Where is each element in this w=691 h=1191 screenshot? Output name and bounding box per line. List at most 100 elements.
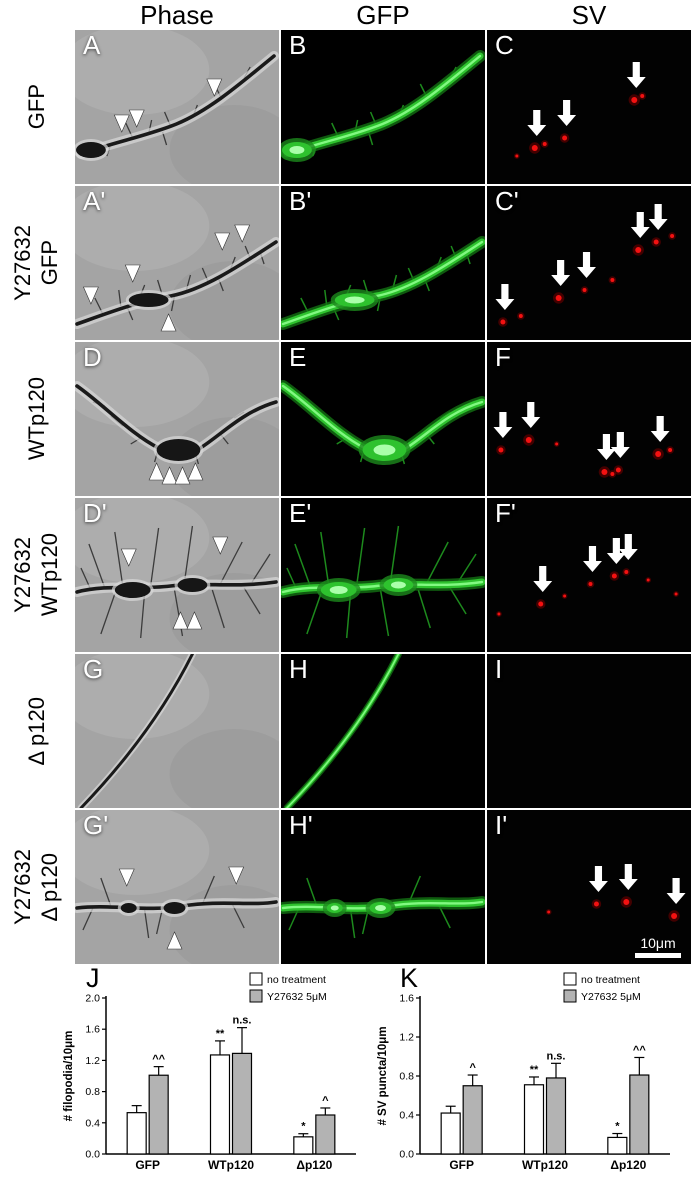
neurite-gfp <box>281 50 485 162</box>
x-tick-label-p120: Δp120 <box>296 1158 332 1172</box>
phase-micrograph-image <box>75 342 279 496</box>
panel-letter: E' <box>289 498 312 528</box>
micrograph-panel-a-prime-phase: A' <box>75 186 279 340</box>
micrograph-panel-c-sv: C <box>487 30 691 184</box>
neurite-phase <box>77 654 196 808</box>
significance-label: ** <box>216 1028 225 1040</box>
legend-label-y27632-5-m: Y27632 5μM <box>267 991 327 1003</box>
significance-label: n.s. <box>547 1050 566 1062</box>
bar-gfp-y27632-5-m <box>148 1074 169 1155</box>
significance-label: ^^ <box>152 1054 165 1066</box>
row-label-text: Y27632 <box>10 849 35 925</box>
arrowhead-icon <box>187 462 204 481</box>
panel-letter: D' <box>83 498 107 528</box>
micrograph-panel-i-prime-sv: I' 10μm <box>487 810 691 964</box>
arrow-down-icon <box>618 864 638 890</box>
significance-label: ^^ <box>633 1044 646 1056</box>
x-tick-label-wtp120: WTp120 <box>208 1158 254 1172</box>
panel-letter: C <box>495 30 514 60</box>
panel-letter: A' <box>83 186 106 216</box>
arrow-down-icon <box>577 252 596 278</box>
arrowhead-icon <box>166 931 183 950</box>
y-tick-label: 0.0 <box>85 1149 100 1161</box>
significance-label: ^ <box>469 1062 476 1074</box>
x-tick-label-gfp: GFP <box>449 1158 474 1172</box>
legend-swatch-no-treatment <box>249 972 263 986</box>
arrow-down-icon <box>666 878 686 904</box>
arrowhead-icon <box>214 232 231 251</box>
arrowhead-icon <box>124 264 141 283</box>
arrowhead-icon <box>174 466 191 485</box>
micrograph-panel-g-phase: G <box>75 654 279 808</box>
sv-micrograph-image <box>487 342 691 496</box>
chart-panel-label-j: J <box>86 963 100 993</box>
legend-swatch-y27632-5-m <box>563 989 577 1003</box>
x-tick-label-wtp120: WTp120 <box>522 1158 568 1172</box>
scale-bar-label: 10μm <box>640 935 676 951</box>
micrograph-panel-f-prime-sv: F' <box>487 498 691 652</box>
arrowhead-icon <box>212 536 229 555</box>
micrograph-panel-i-sv: I <box>487 654 691 808</box>
sv-puncta <box>496 434 674 478</box>
y-axis-title: # filopodia/10μm <box>63 1031 75 1122</box>
neurite-gfp <box>281 380 485 465</box>
micrograph-panel-d-phase: D <box>75 342 279 496</box>
sv-micrograph-image <box>487 654 691 808</box>
filopodia-arrowhead-icons <box>113 78 223 133</box>
arrow-down-icon <box>630 212 650 238</box>
row-label-text: WTp120 <box>23 377 49 461</box>
sv-puncta-bar-chart: 0.0 0.4 0.8 1.2 1.6 # SV puncta/10μm ^ GFP ** n.s… <box>376 970 676 1186</box>
chart-panel-label-k: K <box>400 963 419 993</box>
legend-swatch-no-treatment <box>563 972 577 986</box>
row-label-y27632-gfp: Y27632 GFP <box>0 186 73 340</box>
arrowhead-icon <box>83 286 99 305</box>
chart-sv-puncta: K 0.0 0.4 0.8 1.2 1.6 # SV puncta/10μm ^ GFP ** n… <box>376 963 676 1186</box>
arrow-down-icon <box>521 402 541 428</box>
y-tick-label: 1.6 <box>85 1024 100 1036</box>
legend-swatch-y27632-5-m <box>249 989 263 1003</box>
arrow-down-icon <box>606 538 626 564</box>
filopodia-arrowhead-icons <box>148 462 204 485</box>
gfp-micrograph-image <box>281 342 485 496</box>
y-axis-title: # SV puncta/10μm <box>377 1026 389 1125</box>
gfp-micrograph-image <box>281 654 485 808</box>
scale-bar-line <box>635 953 681 958</box>
arrow-down-icon <box>583 546 602 572</box>
scale-bar: 10μm <box>635 935 681 958</box>
micrograph-panel-f-sv: F <box>487 342 691 496</box>
column-headers: Phase GFP SV <box>0 0 691 30</box>
arrow-down-icon <box>557 100 577 126</box>
phase-micrograph-image <box>75 810 279 964</box>
y-tick-label: 1.2 <box>399 1032 414 1044</box>
y-tick-label: 2.0 <box>85 993 100 1005</box>
arrowhead-icon <box>186 611 203 630</box>
row-label-text: Y27632 <box>10 225 35 301</box>
micrograph-panel-g-prime-phase: G' <box>75 810 279 964</box>
arrow-down-icon <box>527 110 547 136</box>
gfp-micrograph-image <box>281 186 485 340</box>
gfp-micrograph-image <box>281 498 485 652</box>
panel-letter: H <box>289 654 308 684</box>
arrowhead-icon <box>160 313 177 332</box>
x-tick-label-gfp: GFP <box>135 1158 160 1172</box>
significance-label: ** <box>530 1064 539 1076</box>
panel-letter: C' <box>495 186 519 216</box>
neurite-gfp <box>283 654 402 808</box>
panel-letter: F <box>495 342 511 372</box>
bar-wtp120-no-treatment <box>523 1084 545 1155</box>
y-tick-label: 1.2 <box>85 1055 100 1067</box>
sv-micrograph-image <box>487 810 691 964</box>
arrowhead-icon <box>206 78 223 97</box>
arrow-down-icon <box>610 432 630 458</box>
legend-label-no-treatment: no treatment <box>267 974 326 986</box>
y-axis-ticks: 0.0 0.4 0.8 1.2 1.6 <box>399 993 420 1161</box>
y-tick-label: 1.6 <box>399 993 414 1005</box>
arrow-down-icon <box>589 866 608 892</box>
row-label-y27632-wtp120: Y27632 WTp120 <box>0 498 73 652</box>
column-header-gfp: GFP <box>356 0 410 30</box>
panel-letter: I <box>495 654 503 684</box>
sv-puncta <box>514 92 647 159</box>
row-label-text: GFP <box>23 84 49 130</box>
significance-label: ^ <box>322 1095 329 1107</box>
